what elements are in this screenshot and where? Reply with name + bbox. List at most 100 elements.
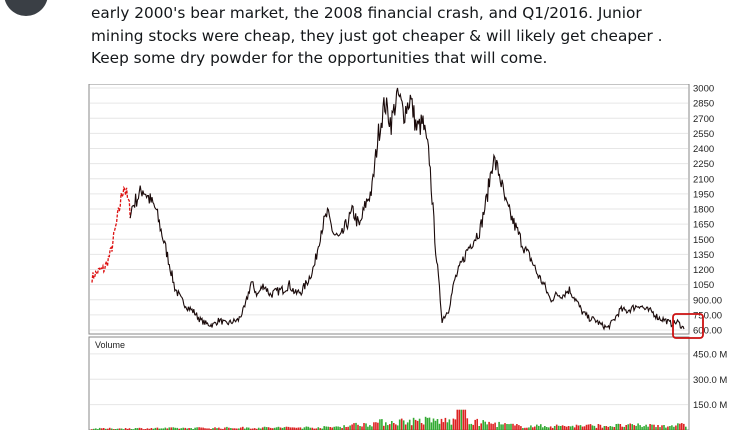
volume-bar — [152, 428, 155, 430]
volume-bar — [333, 426, 335, 430]
volume-bar — [387, 425, 389, 430]
volume-bar — [633, 425, 635, 430]
volume-bar — [108, 427, 111, 430]
price-tick-label: 1650 — [693, 220, 714, 231]
volume-bar — [456, 409, 459, 430]
volume-bar — [629, 423, 631, 430]
volume-bar — [524, 427, 526, 430]
volume-bar — [448, 419, 451, 430]
volume-bar — [430, 422, 433, 430]
volume-bar — [253, 428, 256, 430]
volume-bar — [118, 428, 121, 430]
volume-bar — [609, 426, 612, 430]
volume-bar — [573, 427, 576, 430]
volume-bar — [246, 427, 248, 430]
volume-bar — [542, 427, 544, 430]
volume-bar — [395, 424, 397, 430]
volume-bar — [432, 418, 435, 430]
volume-bar — [281, 427, 284, 430]
volume-bar — [148, 428, 151, 430]
volume-bar — [204, 428, 206, 430]
volume-bar — [120, 428, 123, 430]
volume-bar — [532, 427, 534, 430]
price-series — [91, 87, 685, 331]
volume-bar — [551, 427, 554, 430]
price-tick-label: 2400 — [693, 144, 714, 155]
volume-bar — [663, 425, 665, 430]
volume-bar — [202, 427, 204, 430]
volume-bar — [309, 427, 312, 430]
volume-bar — [172, 427, 175, 430]
volume-bar — [595, 427, 598, 430]
volume-bar — [158, 428, 161, 430]
chart-image[interactable]: 3000 2850 2700 2550 2400 2250 2100 1950 1800 1650… — [88, 84, 750, 430]
volume-bar — [273, 427, 276, 430]
volume-bar — [549, 426, 552, 430]
volume-bar — [186, 428, 188, 430]
price-axis: 3000 2850 2700 2550 2400 2250 2100 1950 1800 1650… — [693, 84, 722, 337]
volume-bar — [607, 426, 610, 430]
volume-bar — [605, 426, 608, 430]
volume-bar — [289, 427, 292, 430]
volume-bar — [154, 427, 157, 430]
tweet-line: Keep some dry powder for the opportuniti… — [91, 49, 548, 67]
volume-bar — [438, 423, 441, 430]
volume-bar — [398, 419, 401, 430]
price-tick-label: 1500 — [693, 235, 714, 246]
volume-bar — [404, 424, 407, 430]
price-tick-label: 2700 — [693, 114, 714, 125]
volume-bar — [347, 426, 349, 430]
price-tick-label: 1800 — [693, 205, 714, 216]
volume-bar — [110, 428, 113, 430]
volume-bar — [373, 422, 375, 430]
volume-bar — [349, 425, 351, 430]
volume-bar — [476, 418, 478, 430]
volume-bar — [665, 427, 667, 430]
avatar[interactable] — [4, 0, 48, 16]
price-tick-label: 2250 — [693, 159, 714, 170]
volume-bar — [502, 424, 504, 430]
volume-bar — [625, 425, 627, 430]
volume-bar — [263, 426, 266, 430]
volume-bar — [396, 425, 399, 430]
price-tick-label: 2550 — [693, 129, 714, 140]
volume-bar — [617, 423, 620, 430]
volume-bar — [164, 427, 167, 430]
volume-bar — [150, 428, 153, 430]
volume-bar — [228, 427, 230, 430]
volume-bar — [279, 427, 282, 430]
volume-bar — [496, 427, 498, 430]
volume-bar — [162, 428, 165, 430]
volume-bar — [406, 422, 409, 430]
volume-bar — [212, 428, 214, 430]
volume-bar — [486, 424, 488, 430]
volume-bar — [174, 427, 176, 430]
volume-bar — [468, 424, 471, 430]
volume-bar — [514, 425, 516, 430]
volume-bar — [462, 409, 465, 430]
volume-bar — [480, 423, 482, 430]
volume-bar — [575, 424, 578, 430]
volume-bar — [236, 428, 238, 430]
volume-bar — [565, 426, 568, 430]
volume-bar — [301, 428, 304, 430]
volume-bar — [583, 426, 586, 430]
volume-bar — [414, 419, 417, 430]
volume-bar — [230, 428, 232, 430]
volume-bar — [653, 424, 655, 430]
volume-bar — [460, 409, 463, 430]
volume-bar — [337, 426, 339, 430]
volume-bar — [200, 427, 202, 430]
volume-bar — [685, 426, 687, 430]
volume-bar — [95, 428, 97, 430]
volume-bar — [579, 425, 582, 430]
volume-bar — [436, 419, 439, 430]
volume-bar — [426, 417, 429, 430]
volume-bar — [553, 426, 556, 430]
volume-bar — [343, 425, 345, 430]
volume-bar — [323, 426, 325, 430]
volume-bar — [528, 427, 530, 430]
volume-bar — [458, 409, 461, 430]
volume-bar — [224, 427, 226, 430]
volume-bar — [635, 425, 637, 430]
